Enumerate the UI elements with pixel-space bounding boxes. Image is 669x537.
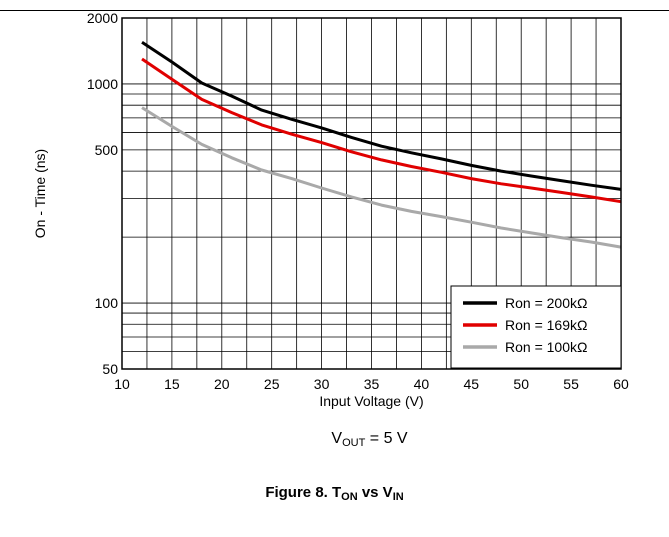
x-tick-label: 35 [364, 376, 380, 392]
operating-condition: VOUT = 5 V [0, 430, 669, 449]
caption-sub-on: ON [341, 491, 358, 503]
x-tick-label: 60 [613, 376, 629, 392]
series-line-1 [141, 41, 622, 191]
figure-caption: Figure 8. TON vs VIN [0, 484, 669, 503]
y-tick-label: 1000 [87, 76, 118, 92]
y-tick-label: 50 [102, 361, 118, 377]
x-tick-label: 25 [264, 376, 280, 392]
x-tick-label: 15 [164, 376, 180, 392]
legend-box [450, 285, 622, 369]
x-tick-label: 55 [563, 376, 579, 392]
series-lines [141, 41, 622, 249]
legend-label: Ron = 100kΩ [505, 339, 587, 355]
tick-labels: 10 15 20 25 30 35 40 45 50 55 60 50 100 500 1000 2000 [87, 10, 629, 392]
y-tick-label: 100 [95, 295, 119, 311]
caption-figure: Figure 8. T [265, 484, 342, 501]
legend: Ron = 200kΩ Ron = 169kΩ Ron = 100kΩ [450, 285, 622, 369]
x-tick-label: 40 [414, 376, 430, 392]
condition-suffix: = 5 V [365, 430, 408, 447]
grid [121, 18, 622, 369]
y-axis-label: On - Time (ns) [32, 149, 48, 238]
condition-prefix: V [331, 430, 343, 447]
x-tick-label: 45 [464, 376, 480, 392]
x-tick-label: 20 [214, 376, 230, 392]
condition-subscript: OUT [342, 437, 366, 449]
caption-sub-in: IN [392, 491, 404, 503]
header-rule [0, 10, 669, 11]
legend-label: Ron = 200kΩ [505, 295, 587, 311]
x-tick-label: 50 [513, 376, 529, 392]
plot-frame [121, 17, 622, 370]
y-tick-label: 2000 [87, 10, 118, 26]
series-line-2 [141, 57, 622, 204]
legend-label: Ron = 169kΩ [505, 317, 587, 333]
series-line-3 [141, 106, 622, 249]
y-tick-label: 500 [95, 142, 119, 158]
x-tick-label: 30 [314, 376, 330, 392]
chart-svg: 10 15 20 25 30 35 40 45 50 55 60 50 100 500 1000 2000 I… [32, 10, 629, 409]
x-tick-label: 10 [114, 376, 130, 392]
x-axis-label: Input Voltage (V) [319, 393, 423, 409]
caption-vs: vs V [357, 484, 393, 501]
